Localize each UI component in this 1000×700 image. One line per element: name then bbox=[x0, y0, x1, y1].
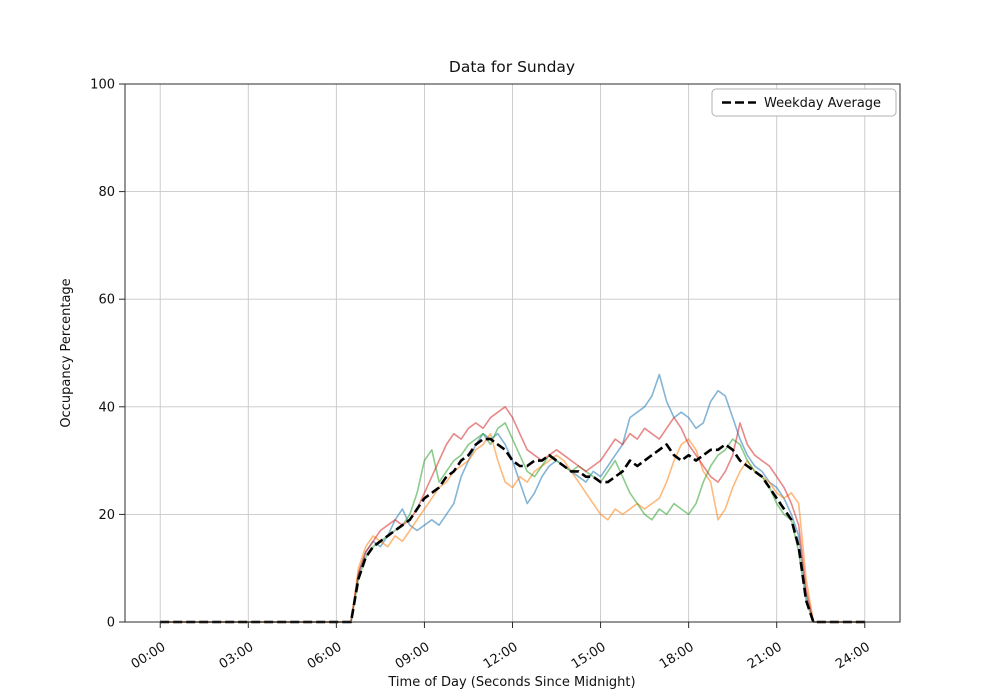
legend: Weekday Average bbox=[711, 88, 897, 117]
chart-title: Data for Sunday bbox=[449, 58, 575, 76]
x-tick-label: 12:00 bbox=[481, 640, 521, 673]
x-axis-label: Time of Day (Seconds Since Midnight) bbox=[387, 675, 635, 690]
legend-label: Weekday Average bbox=[764, 96, 881, 111]
x-tick-label: 09:00 bbox=[393, 640, 433, 673]
series-line-week-4-red bbox=[160, 405, 865, 623]
y-tick-label: 60 bbox=[98, 293, 115, 308]
y-tick-label: 80 bbox=[98, 185, 115, 200]
y-tick-label: 100 bbox=[90, 78, 115, 93]
x-tick-label: 15:00 bbox=[569, 640, 609, 673]
x-tick-label: 06:00 bbox=[305, 640, 345, 673]
y-tick-label: 20 bbox=[98, 508, 115, 523]
y-tick-label: 40 bbox=[98, 400, 115, 415]
legend-box bbox=[711, 88, 897, 117]
x-tick-label: 00:00 bbox=[129, 640, 169, 673]
x-tick-label: 21:00 bbox=[745, 640, 785, 673]
axis-ticks: 0 20 40 60 80 100 00:00 03:00 06:00 09:00 12:00 15:… bbox=[90, 78, 873, 673]
y-axis-label: Occupancy Percentage bbox=[59, 278, 74, 427]
x-tick-label: 24:00 bbox=[833, 640, 873, 673]
x-tick-label: 03:00 bbox=[217, 640, 257, 673]
grid bbox=[125, 83, 900, 623]
series-lines bbox=[160, 373, 865, 624]
x-tick-label: 18:00 bbox=[657, 640, 697, 673]
y-tick-label: 0 bbox=[107, 616, 115, 631]
series-line-weekday-average bbox=[160, 437, 865, 624]
